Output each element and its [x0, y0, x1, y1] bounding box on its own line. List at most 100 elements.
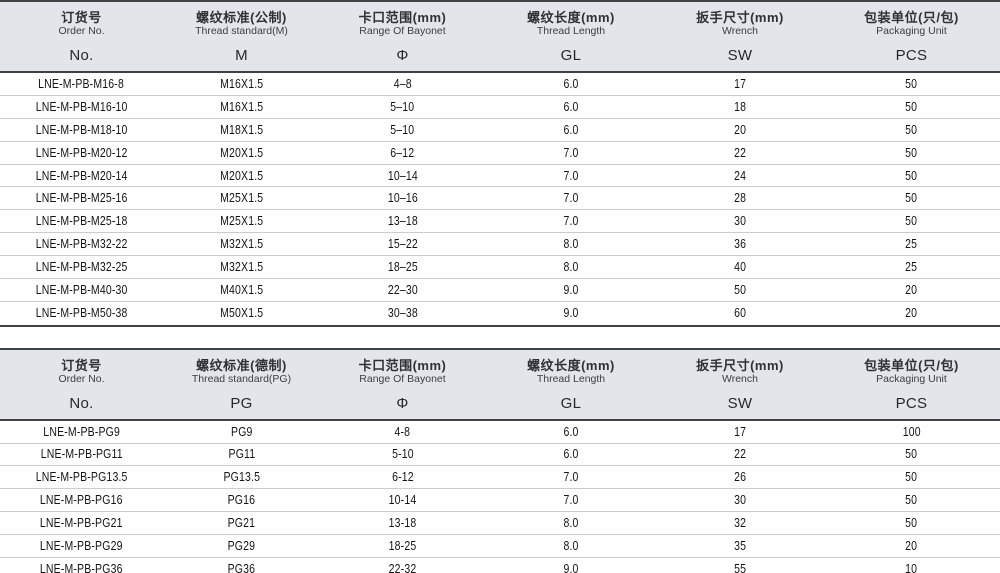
table-cell: M32X1.5 — [219, 237, 264, 252]
column-symbol: SW — [727, 394, 753, 412]
table-cell: 30 — [733, 493, 746, 508]
table-cell: 10 — [905, 561, 918, 573]
column-header-order-no: 订货号 Order No. No. — [0, 10, 163, 64]
table-cell: LNE-M-PB-M25-16 — [35, 191, 128, 206]
table-cell: 20 — [733, 122, 746, 137]
table-cell: LNE-M-PB-PG29 — [40, 538, 123, 553]
table-cell: 10–14 — [387, 168, 418, 183]
column-symbol: GL — [560, 394, 582, 412]
table-cell: 24 — [733, 168, 746, 183]
column-label-en: Packaging Unit — [876, 372, 947, 385]
table-cell: PG21 — [227, 515, 256, 530]
table-cell: 8.0 — [563, 260, 579, 275]
table-cell: 9.0 — [563, 282, 579, 297]
column-label-en: Order No. — [58, 25, 105, 37]
table-row: LNE-M-PB-PG9 PG9 4-8 6.0 17 100 — [0, 420, 1000, 444]
column-label-zh: 订货号 — [61, 10, 102, 25]
table-cell: LNE-M-PB-M16-10 — [35, 99, 128, 114]
table-cell: M40X1.5 — [219, 282, 264, 297]
pg-table-header: 订货号 Order No. No. 螺纹标准(德制) Thread standa… — [0, 347, 1000, 421]
table-cell: M16X1.5 — [219, 99, 264, 114]
column-label-zh: 螺纹长度(mm) — [527, 10, 615, 25]
table-row: LNE-M-PB-PG11 PG11 5-10 6.0 22 50 — [0, 443, 1000, 467]
table-cell: PG9 — [230, 424, 253, 439]
table-cell: 22-32 — [388, 561, 417, 573]
table-cell: PG29 — [227, 538, 256, 553]
column-header-wrench: 扳手尺寸(mm) Wrench SW — [657, 358, 823, 412]
table-cell: 50 — [905, 214, 918, 229]
table-row: LNE-M-PB-PG21 PG21 13-18 8.0 32 50 — [0, 511, 1000, 535]
column-label-zh: 包装单位(只/包) — [864, 357, 959, 373]
table-cell: 55 — [733, 561, 746, 573]
table-cell: LNE-M-PB-M20-14 — [35, 168, 128, 183]
table-cell: 6-12 — [391, 470, 414, 485]
table-cell: 50 — [905, 447, 918, 462]
column-header-wrench: 扳手尺寸(mm) Wrench SW — [657, 10, 823, 64]
table-cell: 40 — [733, 260, 746, 275]
table-row: LNE-M-PB-PG16 PG16 10-14 7.0 30 50 — [0, 489, 1000, 512]
table-cell: 50 — [905, 168, 918, 183]
table-cell: 25 — [905, 237, 918, 252]
column-label-en: Wrench — [721, 25, 758, 37]
table-cell: 22–30 — [387, 282, 418, 297]
table-cell: LNE-M-PB-M32-25 — [35, 260, 128, 275]
column-header-thread-length: 螺纹长度(mm) Thread Length GL — [485, 358, 657, 412]
column-label-zh: 螺纹标准(公制) — [196, 10, 287, 25]
column-header-bayonet-range: 卡口范围(mm) Range Of Bayonet Φ — [320, 358, 485, 412]
table-row: LNE-M-PB-M40-30 M40X1.5 22–30 9.0 50 20 — [0, 279, 1000, 302]
column-label-en: Wrench — [721, 372, 758, 385]
column-symbol: No. — [69, 47, 94, 64]
table-row: LNE-M-PB-M20-14 M20X1.5 10–14 7.0 24 50 — [0, 164, 1000, 188]
table-cell: 7.0 — [563, 191, 579, 206]
table-cell: 18–25 — [387, 260, 418, 275]
table-cell: 50 — [905, 191, 918, 206]
column-header-order-no: 订货号 Order No. No. — [0, 358, 163, 412]
table-cell: LNE-M-PB-PG13.5 — [35, 470, 128, 485]
table-cell: LNE-M-PB-PG36 — [40, 561, 123, 573]
table-cell: 9.0 — [563, 561, 579, 573]
table-cell: 8.0 — [563, 237, 579, 252]
table-cell: 50 — [905, 493, 918, 508]
table-cell: 7.0 — [563, 493, 579, 508]
pg-thread-table: 订货号 Order No. No. 螺纹标准(德制) Thread standa… — [0, 347, 1000, 573]
table-cell: M18X1.5 — [219, 122, 264, 137]
table-cell: 7.0 — [563, 214, 579, 229]
table-cell: 35 — [733, 538, 746, 553]
column-label-zh: 卡口范围(mm) — [358, 10, 447, 25]
column-label-en: Thread Length — [536, 372, 606, 385]
column-header-thread-standard: 螺纹标准(公制) Thread standard(M) M — [163, 10, 320, 64]
table-cell: 50 — [733, 282, 746, 297]
column-label-zh: 螺纹标准(德制) — [196, 357, 287, 373]
column-label-zh: 卡口范围(mm) — [358, 357, 447, 373]
column-label-zh: 螺纹长度(mm) — [527, 357, 615, 373]
table-cell: 4-8 — [394, 424, 411, 439]
table-cell: 7.0 — [563, 145, 579, 160]
table-cell: 26 — [733, 470, 746, 485]
table-cell: 50 — [905, 76, 918, 91]
column-label-en: Packaging Unit — [876, 25, 947, 37]
column-symbol: GL — [560, 47, 582, 64]
column-symbol: SW — [727, 47, 753, 64]
column-label-zh: 扳手尺寸(mm) — [696, 357, 784, 373]
table-row: LNE-M-PB-M16-10 M16X1.5 5–10 6.0 18 50 — [0, 95, 1000, 119]
table-row: LNE-M-PB-PG13.5 PG13.5 6-12 7.0 26 50 — [0, 466, 1000, 490]
table-cell: LNE-M-PB-PG9 — [43, 424, 120, 439]
column-header-thread-standard: 螺纹标准(德制) Thread standard(PG) PG — [163, 358, 320, 412]
table-cell: 22 — [733, 447, 746, 462]
table-row: LNE-M-PB-PG36 PG36 22-32 9.0 55 10 — [0, 557, 1000, 573]
column-symbol: PCS — [895, 394, 928, 412]
table-cell: 20 — [905, 538, 918, 553]
column-symbol: Φ — [396, 394, 409, 412]
table-cell: 6.0 — [563, 122, 579, 137]
table-row: LNE-M-PB-M25-18 M25X1.5 13–18 7.0 30 50 — [0, 210, 1000, 234]
table-cell: M32X1.5 — [219, 260, 264, 275]
table-cell: 5–10 — [390, 99, 415, 114]
table-cell: 6.0 — [563, 447, 579, 462]
table-cell: 8.0 — [563, 515, 579, 530]
table-cell: 8.0 — [563, 538, 579, 553]
table-cell: M50X1.5 — [219, 306, 264, 321]
table-cell: 5–10 — [390, 122, 415, 137]
table-cell: 13–18 — [387, 214, 418, 229]
table-cell: 13-18 — [388, 515, 417, 530]
